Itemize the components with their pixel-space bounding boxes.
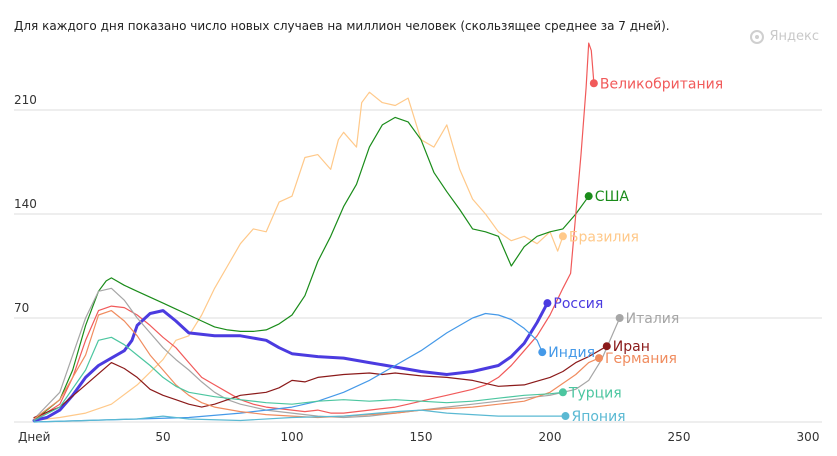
series-7-end-point [595,354,604,363]
series-9-line [33,409,567,423]
axis-ticks: 70 140 210 Дней 50 100 150 200 250 300 [14,93,819,444]
brand-watermark: Яндекс [750,29,819,44]
series-7-label: Германия [605,351,677,367]
series-3-label: Россия [553,296,603,312]
series-lines [32,42,621,423]
series-1-line [33,116,590,422]
y-tick-label: 70 [14,301,29,315]
series-8-end-point [558,388,567,397]
series-1-end-point [584,192,593,201]
series-5-end-point [602,342,611,351]
series-9-end-point [561,412,570,421]
x-tick-label: 150 [410,430,433,444]
x-tick-label: 100 [281,430,304,444]
series-2-end-point [589,79,598,88]
series-labels: Бразилия США Великобритания Россия Италия Ира… [538,76,723,425]
x-tick-label: 250 [668,430,691,444]
series-8-label: Турция [568,385,622,401]
series-3-end-point [543,299,552,308]
x-tick-label: 300 [797,430,820,444]
series-8-line [33,336,564,422]
x-tick-label: 50 [155,430,170,444]
series-4-label: Италия [626,311,680,327]
series-3-line [32,301,549,422]
grid-layer [14,109,822,423]
series-2-label: Великобритания [600,76,723,92]
series-7-line [33,310,600,420]
x-tick-label: 200 [539,430,562,444]
series-5-label: Иран [613,339,650,355]
series-0-end-point [558,232,567,241]
brand-text: Яндекс [769,29,819,44]
yandex-logo-icon [750,29,765,44]
series-6-label: Индия [548,345,595,361]
series-6-end-point [538,348,547,357]
series-0-line [33,91,564,422]
series-2-line [33,42,595,422]
chart-subtitle: Для каждого дня показано число новых слу… [14,19,670,33]
series-5-line [33,345,608,419]
series-6-line [33,312,543,423]
series-1-label: США [595,189,630,205]
series-0-label: Бразилия [569,229,639,245]
series-9-label: Япония [571,409,625,425]
x-axis-label: Дней [18,430,50,444]
y-tick-label: 140 [14,197,37,211]
series-4-end-point [615,314,624,322]
y-tick-label: 210 [14,93,37,107]
